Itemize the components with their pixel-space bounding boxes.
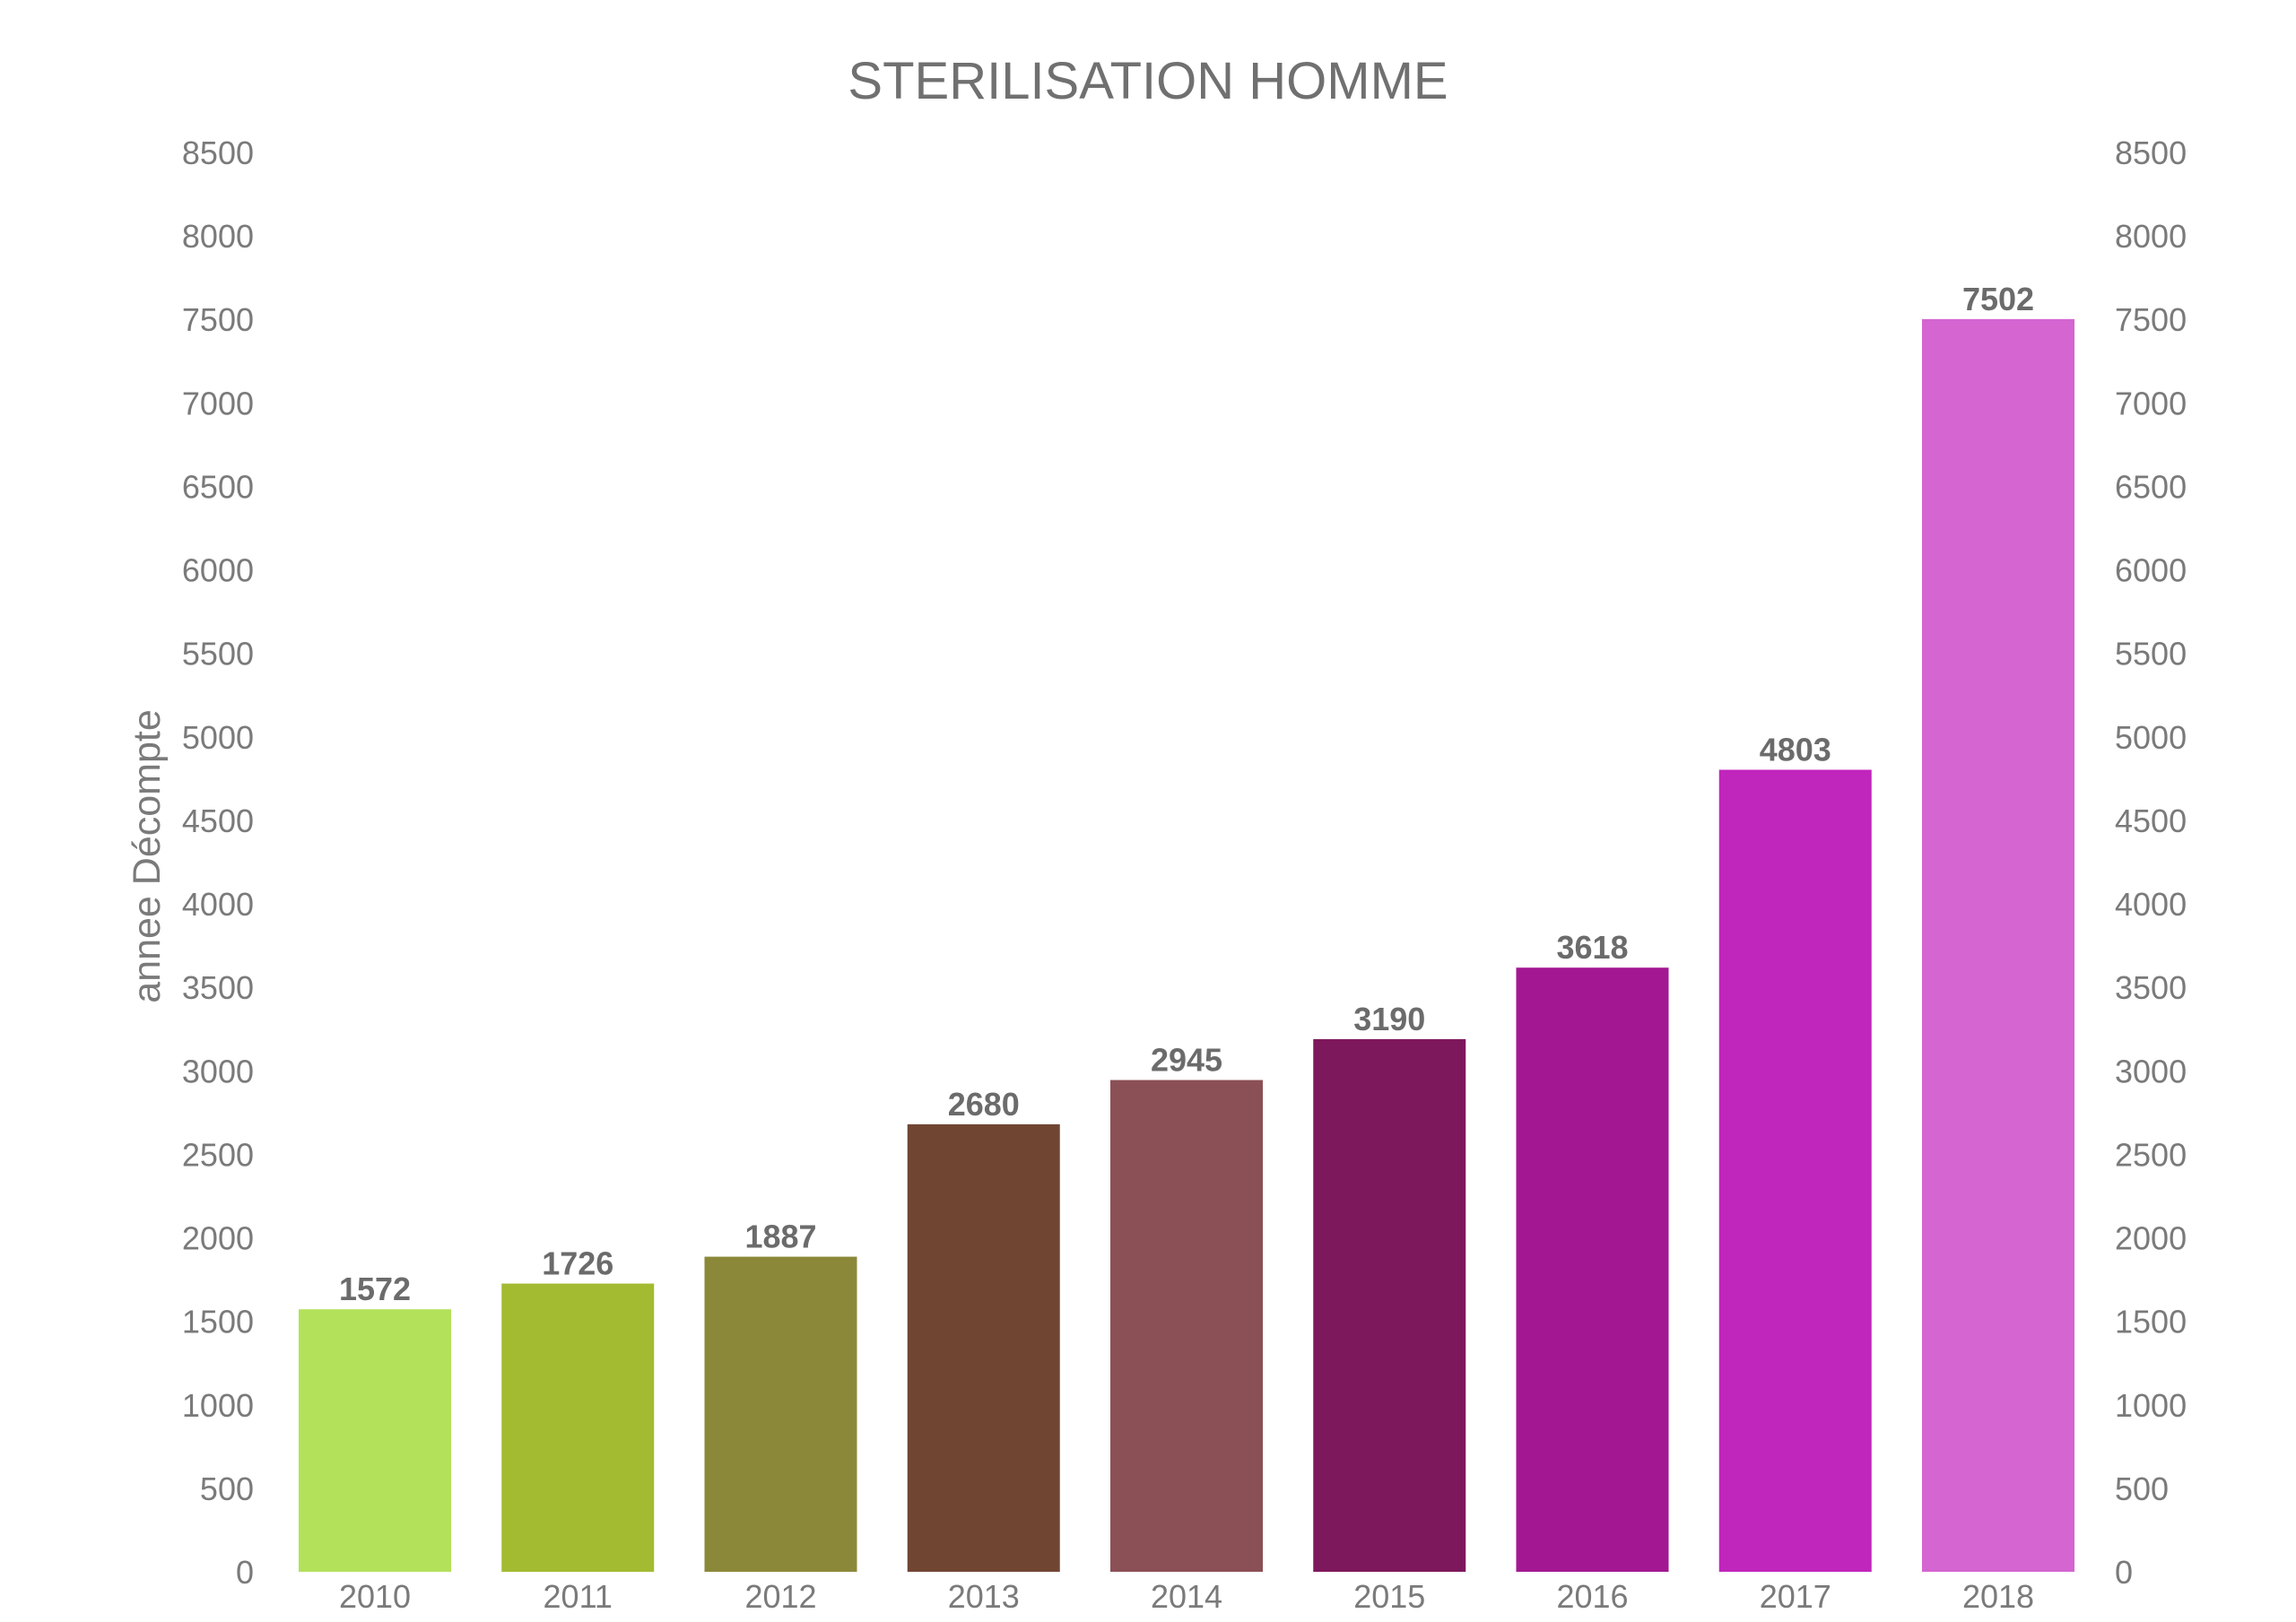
- y-tick-label-left: 6000: [182, 552, 254, 589]
- y-tick-label-left: 8500: [182, 134, 254, 171]
- y-tick-label-left: 5500: [182, 636, 254, 672]
- y-tick-label-right: 7000: [2115, 385, 2187, 421]
- y-tick-label-right: 4500: [2115, 802, 2187, 839]
- data-label-2011: 1726: [542, 1245, 613, 1282]
- bar-2017: [1718, 769, 1872, 1572]
- y-tick-label-right: 8000: [2115, 218, 2187, 255]
- y-tick-label-left: 0: [236, 1554, 254, 1591]
- data-label-2018: 7502: [1962, 281, 2034, 317]
- y-tick-label-right: 6500: [2115, 468, 2187, 505]
- y-tick-label-left: 5000: [182, 719, 254, 756]
- y-tick-label-left: 4000: [182, 886, 254, 923]
- data-label-2014: 2945: [1151, 1042, 1222, 1079]
- y-tick-label-left: 1000: [182, 1387, 254, 1424]
- x-tick-label-2018: 2018: [1962, 1578, 2034, 1615]
- y-tick-label-right: 500: [2115, 1470, 2169, 1507]
- x-axis: 2010 2011 2012 2013 2014 2015 2016 2017 2018: [339, 1578, 2034, 1615]
- y-tick-label-left: 1500: [182, 1304, 254, 1340]
- bar-2011: [501, 1283, 655, 1572]
- y-tick-label-left: 500: [200, 1470, 254, 1507]
- y-tick-label-right: 0: [2115, 1554, 2133, 1591]
- data-label-2012: 1887: [744, 1219, 816, 1255]
- bar-2012: [704, 1256, 857, 1572]
- y-tick-label-left: 7500: [182, 301, 254, 338]
- y-tick-label-right: 4000: [2115, 886, 2187, 923]
- y-tick-label-left: 7000: [182, 385, 254, 421]
- x-tick-label-2011: 2011: [544, 1578, 613, 1615]
- chart-title: STERILISATION HOMME: [848, 52, 1448, 110]
- y-tick-label-right: 6000: [2115, 552, 2187, 589]
- y-tick-label-right: 8500: [2115, 134, 2187, 171]
- y-tick-label-left: 2000: [182, 1220, 254, 1257]
- y-tick-label-left: 3000: [182, 1053, 254, 1089]
- y-tick-label-left: 6500: [182, 468, 254, 505]
- left-y-axis: 0 500 1000 1500 2000 2500 3000 3500 4000 4500 5000…: [182, 134, 254, 1591]
- y-tick-label-left: 8000: [182, 218, 254, 255]
- bar-2018: [1922, 318, 2074, 1573]
- x-tick-label-2014: 2014: [1151, 1578, 1222, 1615]
- bar-series: [299, 318, 2074, 1573]
- y-tick-label-right: 2000: [2115, 1220, 2187, 1257]
- y-tick-label-right: 3000: [2115, 1053, 2187, 1089]
- y-tick-label-right: 1000: [2115, 1387, 2187, 1424]
- bar-2015: [1313, 1038, 1466, 1572]
- bar-2016: [1516, 967, 1669, 1572]
- bar-2013: [907, 1123, 1060, 1572]
- y-tick-label-left: 2500: [182, 1136, 254, 1173]
- x-tick-label-2010: 2010: [339, 1578, 411, 1615]
- data-label-2017: 4803: [1760, 732, 1831, 768]
- x-tick-label-2016: 2016: [1556, 1578, 1628, 1615]
- y-tick-label-right: 2500: [2115, 1136, 2187, 1173]
- y-tick-label-right: 1500: [2115, 1304, 2187, 1340]
- x-tick-label-2013: 2013: [948, 1578, 1020, 1615]
- bar-2010: [299, 1309, 451, 1572]
- y-tick-label-right: 7500: [2115, 301, 2187, 338]
- bar-2014: [1110, 1080, 1263, 1572]
- y-tick-label-left: 4500: [182, 802, 254, 839]
- data-label-2016: 3618: [1556, 929, 1628, 966]
- y-tick-label-left: 3500: [182, 969, 254, 1006]
- x-tick-label-2015: 2015: [1353, 1578, 1425, 1615]
- data-label-2013: 2680: [948, 1086, 1020, 1123]
- data-label-2015: 3190: [1353, 1001, 1425, 1037]
- x-tick-label-2017: 2017: [1760, 1578, 1831, 1615]
- data-labels: 1572 1726 1887 2680 2945 3190 3618 4803 7502: [339, 281, 2034, 1307]
- right-y-axis: 0 500 1000 1500 2000 2500 3000 3500 4000 4500 5000…: [2115, 134, 2187, 1591]
- x-tick-label-2012: 2012: [744, 1578, 816, 1615]
- y-axis-label: annee Décompte: [126, 709, 169, 1003]
- y-tick-label-right: 5000: [2115, 719, 2187, 756]
- data-label-2010: 1572: [339, 1271, 411, 1307]
- y-tick-label-right: 5500: [2115, 636, 2187, 672]
- y-tick-label-right: 3500: [2115, 969, 2187, 1006]
